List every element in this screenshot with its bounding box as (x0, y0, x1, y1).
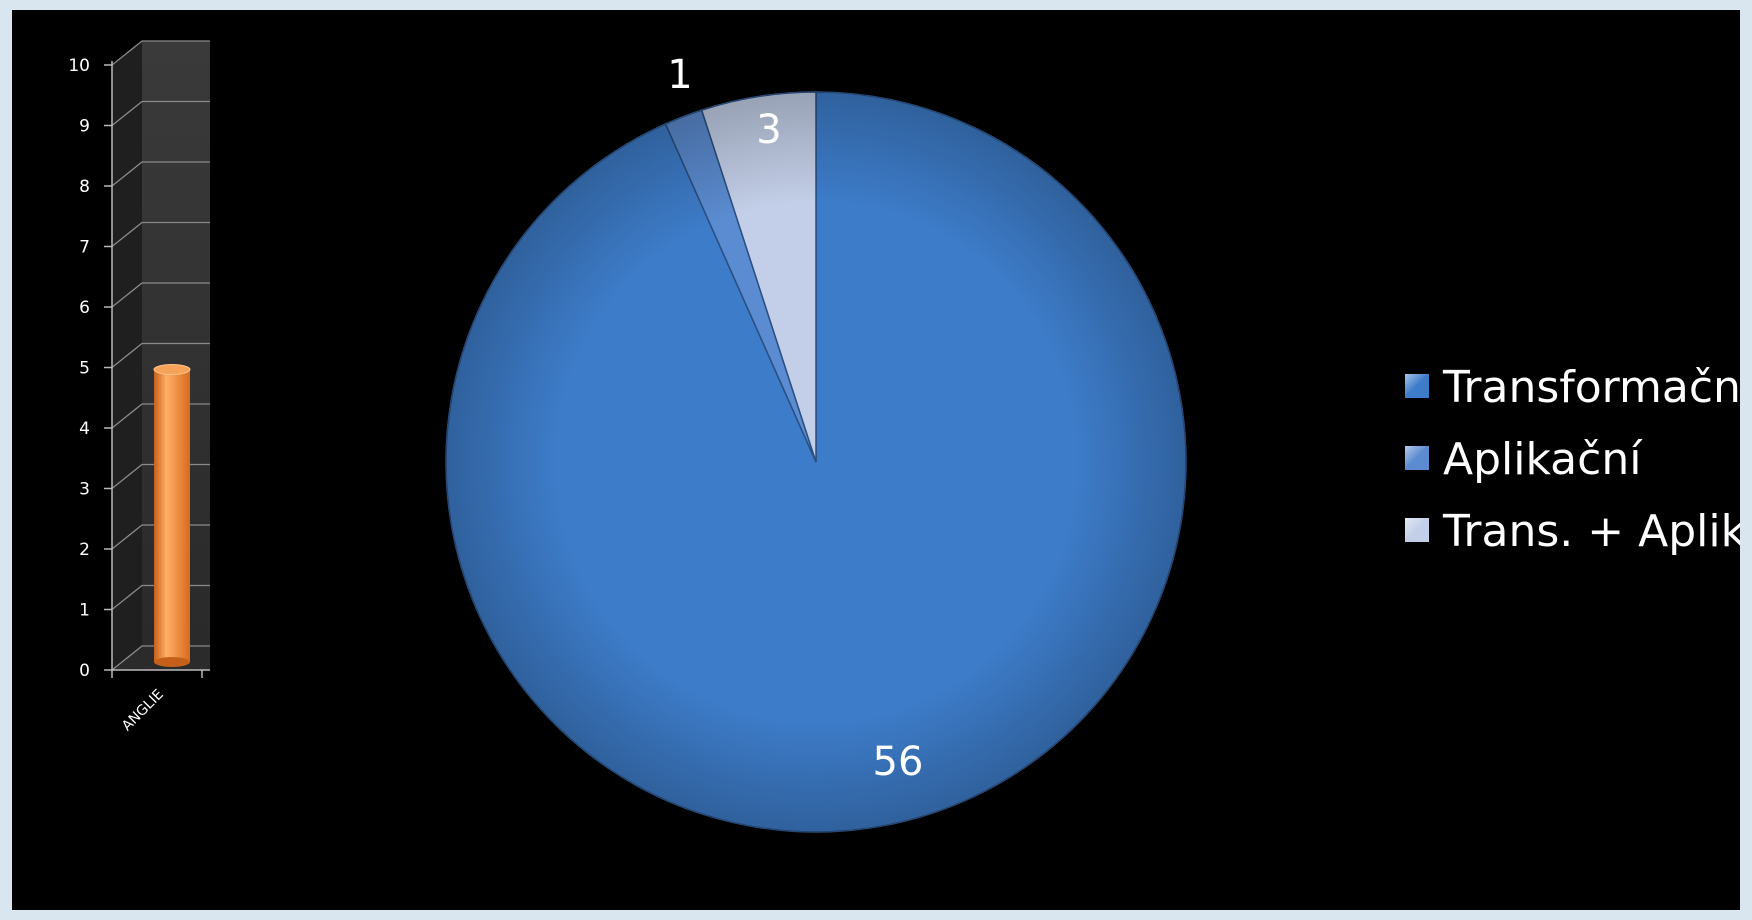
x-category-label: BE (218, 687, 242, 711)
bar-chart: 0 1 2 3 4 5 6 7 8 9 10 ANGLIE BE (68, 40, 242, 735)
legend-entry: Aplikační (1405, 434, 1643, 485)
y-tick-label: 8 (79, 177, 90, 197)
y-tick-label: 6 (79, 298, 90, 318)
y-tick-label: 3 (79, 480, 90, 500)
legend-swatch (1405, 518, 1429, 542)
legend-swatch (1405, 446, 1429, 470)
y-tick-label: 7 (79, 238, 90, 258)
y-tick-label: 10 (68, 56, 90, 76)
y-tick-label: 9 (79, 117, 90, 137)
pie-chart: 56 1 3 (445, 52, 1187, 833)
legend-swatch (1405, 374, 1429, 398)
legend-entry: Trans. + Aplik. (1405, 506, 1740, 557)
chart-stage: 0 1 2 3 4 5 6 7 8 9 10 ANGLIE BE 56 1 3 Transformační A… (12, 10, 1740, 910)
gridline (111, 221, 210, 248)
bar (153, 364, 191, 667)
y-tick-label: 5 (79, 359, 90, 379)
pie-legend: Transformační Aplikační Trans. + Aplik. (1405, 362, 1740, 557)
gridline (111, 524, 210, 550)
y-tick-label: 4 (79, 419, 90, 439)
gridline (111, 403, 210, 429)
gridline (111, 463, 210, 490)
gridline (111, 342, 210, 369)
y-tick-label: 1 (79, 601, 90, 621)
x-category-label: ANGLIE (119, 687, 167, 735)
y-tick-label: 2 (79, 540, 90, 560)
legend-entry: Transformační (1405, 362, 1740, 413)
gridline (111, 40, 210, 66)
pie-value-label: 1 (667, 52, 692, 98)
gridline (111, 100, 210, 127)
pie-value-label: 56 (873, 739, 924, 785)
y-tick-label: 0 (79, 661, 90, 681)
gridline (111, 584, 210, 611)
gridline (111, 161, 210, 187)
legend-label: Trans. + Aplik. (1442, 506, 1740, 557)
legend-label: Transformační (1442, 362, 1740, 413)
gridline (111, 645, 210, 671)
gridline (111, 282, 210, 308)
legend-label: Aplikační (1443, 434, 1643, 485)
pie-value-label: 3 (756, 107, 781, 153)
